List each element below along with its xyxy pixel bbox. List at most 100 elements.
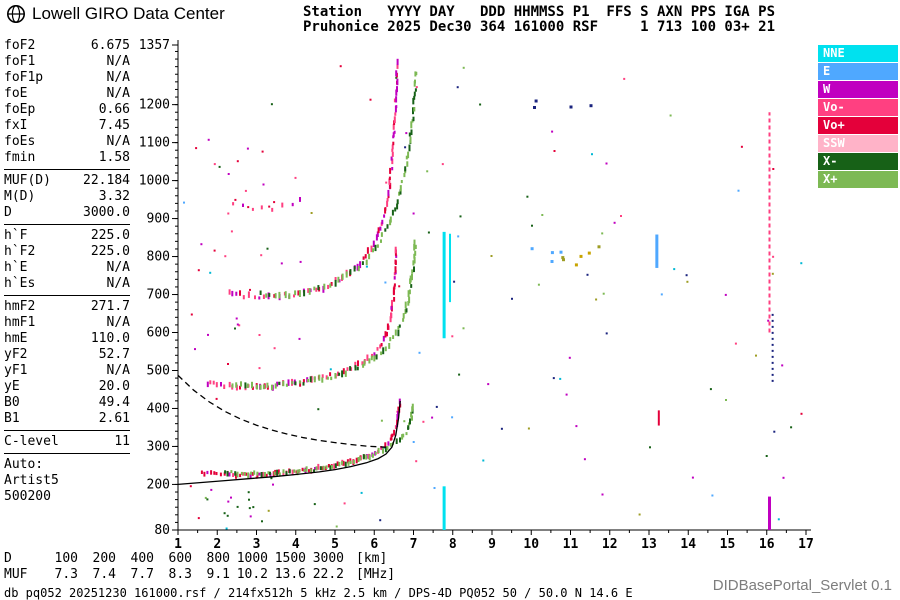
param-row-hf2: h`F2 225.0 <box>4 244 130 260</box>
auto-info-line: Auto: <box>4 457 44 472</box>
svg-text:12: 12 <box>602 537 618 552</box>
param-label: foEp <box>4 102 36 117</box>
param-value: 52.7 <box>98 347 130 362</box>
svg-text:800: 800 <box>147 250 170 265</box>
distance-muf-table: D 100 200 400 600 800 1000 1500 3000 [km] MUF 7.3 7… <box>4 551 395 583</box>
interference-lines-layer <box>442 112 774 530</box>
parameter-panel: foF2 6.675 foF1 N/A foF1p N/A foE N/A foEp 0.66 fx… <box>4 38 130 505</box>
param-value: 7.45 <box>98 118 130 133</box>
param-row-fof2: foF2 6.675 <box>4 38 130 54</box>
param-label: hmF2 <box>4 299 36 314</box>
distance-value: 200 <box>92 551 116 566</box>
param-label: B0 <box>4 395 20 410</box>
giro-logo: Lowell GIRO Data Center <box>6 4 225 24</box>
param-value: 6.675 <box>90 38 130 53</box>
param-value: N/A <box>106 134 130 149</box>
param-value: 225.0 <box>90 228 130 243</box>
svg-text:13: 13 <box>641 537 657 552</box>
svg-text:900: 900 <box>147 212 170 227</box>
separator <box>4 169 130 170</box>
svg-text:10: 10 <box>523 537 539 552</box>
svg-text:8: 8 <box>449 537 457 552</box>
svg-text:1: 1 <box>174 537 182 552</box>
svg-text:700: 700 <box>147 288 170 303</box>
legend-item-e: E <box>818 63 898 80</box>
param-value: N/A <box>106 54 130 69</box>
muf-row: MUF 7.3 7.4 7.7 8.3 9.1 10.2 13.6 22.2 [MHz] <box>4 567 395 583</box>
param-row-hmf2: hmF2 271.7 <box>4 299 130 315</box>
param-label: yE <box>4 379 20 394</box>
muf-value: 13.6 <box>274 567 306 582</box>
distance-value: 800 <box>206 551 230 566</box>
param-label: yF1 <box>4 363 28 378</box>
param-label: h`Es <box>4 276 36 291</box>
distance-unit: [km] <box>356 551 388 566</box>
distance-value: 400 <box>130 551 154 566</box>
param-row-hme: hmE 110.0 <box>4 331 130 347</box>
svg-text:300: 300 <box>147 439 170 454</box>
legend-item-x: X- <box>818 153 898 170</box>
axes-layer: 1357120011001000900800700600500400300200… <box>139 38 814 552</box>
svg-text:6: 6 <box>370 537 378 552</box>
param-row-clevel: C-level 11 <box>4 434 130 450</box>
param-value: 20.0 <box>98 379 130 394</box>
param-row-he: h`E N/A <box>4 260 130 276</box>
echo-direction-legend: NNE E W Vo- Vo+ SSW X- X+ <box>818 45 898 189</box>
param-label: fxI <box>4 118 28 133</box>
param-row-mufd: MUF(D) 22.184 <box>4 173 130 189</box>
svg-text:600: 600 <box>147 326 170 341</box>
muf-value: 9.1 <box>206 567 230 582</box>
param-label: MUF(D) <box>4 173 51 188</box>
legend-item-nne: NNE <box>818 45 898 62</box>
svg-text:7: 7 <box>410 537 418 552</box>
param-label: foF1 <box>4 54 36 69</box>
param-label: yF2 <box>4 347 28 362</box>
distance-label: D <box>4 551 12 566</box>
muf-value: 10.2 <box>236 567 268 582</box>
profile-lines-layer <box>177 374 401 486</box>
param-row-fmin: fmin 1.58 <box>4 150 130 166</box>
distance-row: D 100 200 400 600 800 1000 1500 3000 [km] <box>4 551 395 567</box>
separator <box>4 224 130 225</box>
auto-info-line: 500200 <box>4 489 51 504</box>
param-label: foEs <box>4 134 36 149</box>
distance-value: 1000 <box>236 551 268 566</box>
distance-value: 3000 <box>312 551 344 566</box>
param-label: foF1p <box>4 70 44 85</box>
svg-text:1000: 1000 <box>139 174 170 189</box>
param-value: N/A <box>106 276 130 291</box>
svg-text:16: 16 <box>759 537 775 552</box>
servlet-version: DIDBasePortal_Servlet 0.1 <box>712 577 892 594</box>
param-row-hmf1: hmF1 N/A <box>4 315 130 331</box>
param-row-md: M(D) 3.32 <box>4 189 130 205</box>
svg-text:14: 14 <box>680 537 696 552</box>
param-row-foep: foEp 0.66 <box>4 102 130 118</box>
svg-text:200: 200 <box>147 477 170 492</box>
svg-text:4: 4 <box>292 537 300 552</box>
param-label: hmE <box>4 331 28 346</box>
param-value: 271.7 <box>90 299 130 314</box>
param-row-yf2: yF2 52.7 <box>4 347 130 363</box>
param-value: 0.66 <box>98 102 130 117</box>
param-value: 3.32 <box>98 189 130 204</box>
param-label: hmF1 <box>4 315 36 330</box>
legend-item-vo: Vo+ <box>818 117 898 134</box>
giro-globe-icon <box>7 5 25 23</box>
param-value: N/A <box>106 363 130 378</box>
param-value: N/A <box>106 260 130 275</box>
svg-text:17: 17 <box>798 537 814 552</box>
svg-text:500: 500 <box>147 363 170 378</box>
param-value: 2.61 <box>98 411 130 426</box>
svg-text:80: 80 <box>154 523 170 538</box>
param-row-d: D 3000.0 <box>4 205 130 221</box>
param-row-foes: foEs N/A <box>4 134 130 150</box>
svg-text:1357: 1357 <box>139 38 170 53</box>
separator <box>4 430 130 431</box>
param-value: 22.184 <box>83 173 130 188</box>
param-label: D <box>4 205 12 220</box>
param-label: h`F2 <box>4 244 36 259</box>
muf-value: 8.3 <box>168 567 192 582</box>
legend-item-x: X+ <box>818 171 898 188</box>
